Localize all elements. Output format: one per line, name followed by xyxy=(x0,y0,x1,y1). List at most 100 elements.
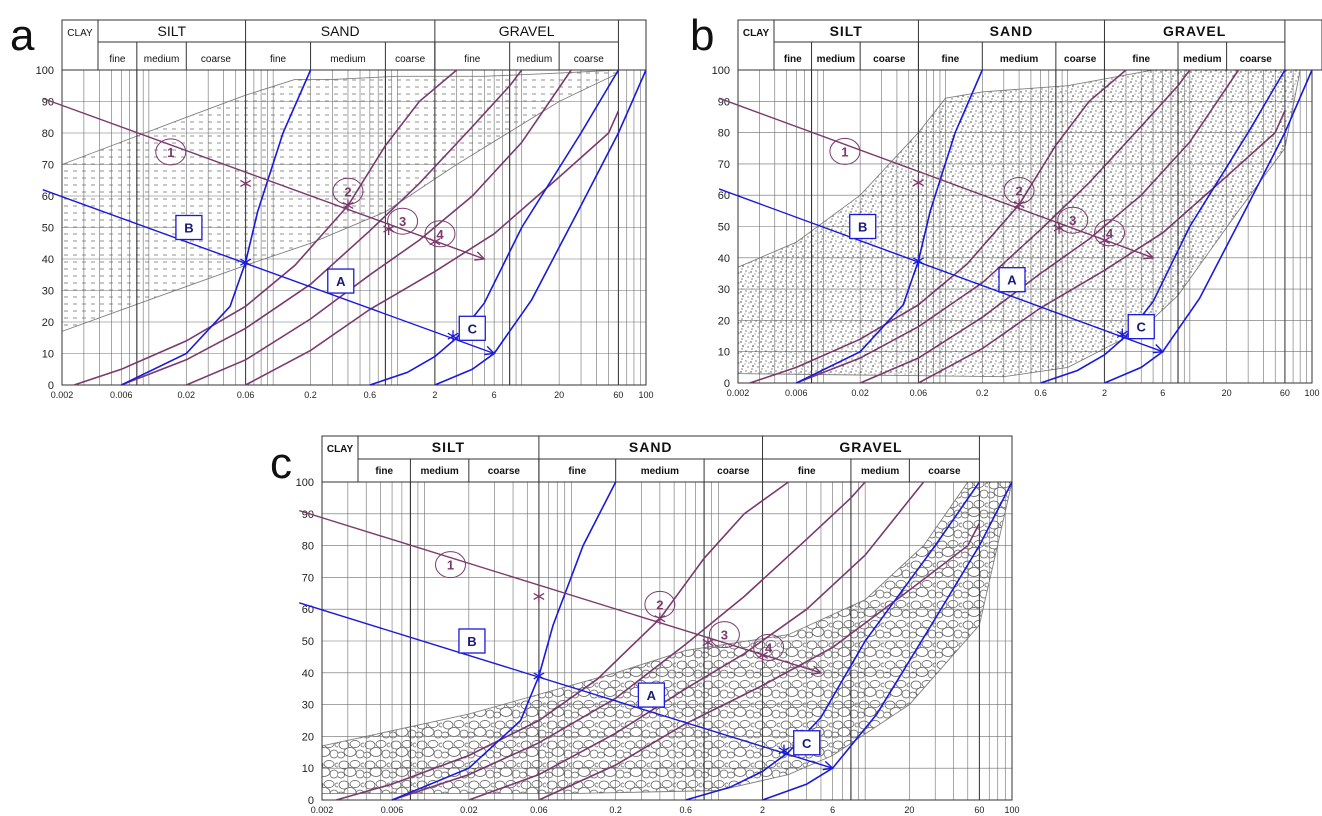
x-tick-label: 0.006 xyxy=(785,388,808,398)
subfraction-label: medium xyxy=(641,466,679,477)
x-tick-label: 6 xyxy=(492,390,497,400)
panel-c: c CLAY SILT SAND GRAVEL fine medium coarse fine m… xyxy=(270,435,1020,815)
box-label-frame xyxy=(998,267,1026,293)
circle-label-text: 2 xyxy=(344,184,351,199)
x-tick-label: 0.06 xyxy=(237,390,255,400)
subfraction-label: coarse xyxy=(574,54,604,65)
grading-curve xyxy=(1104,69,1313,384)
circle-label-ring xyxy=(155,138,187,166)
circle-label-text: 3 xyxy=(1069,213,1076,228)
x-tick-label: 0.6 xyxy=(364,390,377,400)
panel-a: a CLAY SILT SAND GRAVEL fine medium coarse fine m… xyxy=(10,11,654,400)
fraction-label: SILT xyxy=(432,439,465,455)
x-tick-label: 6 xyxy=(830,805,835,815)
box-label-frame xyxy=(1127,314,1155,340)
grading-curve xyxy=(749,69,1127,384)
curve-letter-A: A xyxy=(327,268,355,294)
x-tick-label: 0.2 xyxy=(304,390,317,400)
grading-curve xyxy=(796,69,1191,384)
y-tick-label: 20 xyxy=(42,317,54,329)
curve-number-3: 3 xyxy=(708,621,740,649)
x-tick-label: 0.06 xyxy=(530,805,548,815)
circle-label-text: 1 xyxy=(841,144,848,159)
x-tick-label: 60 xyxy=(1280,388,1290,398)
subfraction-label: medium xyxy=(861,466,899,477)
y-tick-label: 60 xyxy=(302,604,314,616)
circle-label-text: 1 xyxy=(167,145,174,160)
x-tick-label: 2 xyxy=(432,390,437,400)
box-label-frame xyxy=(458,628,486,654)
box-label-text: C xyxy=(1137,320,1147,335)
purple-curves xyxy=(335,481,981,801)
box-label-frame xyxy=(327,268,355,294)
y-tick-label: 60 xyxy=(718,190,730,202)
subfraction-label: medium xyxy=(1000,54,1038,65)
x-tick-label: 2 xyxy=(1102,388,1107,398)
x-tick-label: 0.2 xyxy=(609,805,622,815)
x-tick-label: 60 xyxy=(613,390,623,400)
fraction-label: GRAVEL xyxy=(499,23,555,39)
arrowhead-purple xyxy=(1143,250,1155,260)
circle-label-ring xyxy=(708,621,740,649)
panel-letter: a xyxy=(10,11,35,60)
box-label-text: A xyxy=(336,274,346,289)
subfraction-label: fine xyxy=(1132,54,1150,65)
box-label-frame xyxy=(793,730,821,756)
x-tick-label: 0.6 xyxy=(1034,388,1047,398)
header-frame xyxy=(61,19,647,71)
x-tick-label: 0.06 xyxy=(910,388,928,398)
x-tick-label: 20 xyxy=(1222,388,1232,398)
subfraction-label: coarse xyxy=(1240,54,1273,65)
box-label-text: A xyxy=(1007,273,1017,288)
y-tick-label: 20 xyxy=(302,731,314,743)
grading-curve xyxy=(538,522,981,801)
circle-label-ring xyxy=(1094,219,1126,247)
y-tick-label: 40 xyxy=(718,253,730,265)
fraction-label: SAND xyxy=(321,23,360,39)
curve-number-2: 2 xyxy=(644,590,676,618)
curve-number-1: 1 xyxy=(434,551,466,579)
box-label-text: B xyxy=(858,220,867,235)
y-tick-label: 30 xyxy=(302,700,314,712)
x-tick-label: 0.02 xyxy=(851,388,869,398)
x-tick-label: 0.006 xyxy=(381,805,404,815)
circle-label-ring xyxy=(1003,177,1035,205)
box-label-frame xyxy=(175,214,203,241)
x-tick-label: 100 xyxy=(1004,805,1019,815)
x-tick-label: 0.6 xyxy=(679,805,692,815)
y-tick-label: 10 xyxy=(718,347,730,359)
purple-curves xyxy=(749,69,1286,384)
intersection-marker xyxy=(912,176,924,189)
x-tick-label: 100 xyxy=(1304,388,1319,398)
x-tick-label: 0.002 xyxy=(51,390,74,400)
curve-number-2: 2 xyxy=(1003,177,1035,205)
y-tick-label: 0 xyxy=(48,380,54,392)
box-label-text: C xyxy=(468,321,478,336)
circle-label-ring xyxy=(332,177,364,205)
y-tick-label: 100 xyxy=(36,65,54,77)
box-label-frame xyxy=(849,213,877,240)
y-tick-label: 10 xyxy=(42,349,54,361)
y-tick-label: 10 xyxy=(302,763,314,775)
subfraction-label: coarse xyxy=(928,466,961,477)
grain-size-header: CLAY SILT SAND GRAVEL fine medium coarse fine me… xyxy=(321,435,1013,483)
clay-label: CLAY xyxy=(67,28,93,39)
fraction-label: GRAVEL xyxy=(1163,23,1226,39)
curve-number-1: 1 xyxy=(829,137,861,165)
box-label-text: B xyxy=(467,634,476,649)
curve-letter-C: C xyxy=(458,315,486,341)
fraction-label: SAND xyxy=(629,439,673,455)
x-tick-label: 100 xyxy=(638,390,653,400)
circle-label-ring xyxy=(753,633,785,661)
curve-number-4: 4 xyxy=(1094,219,1126,247)
y-tick-label: 80 xyxy=(718,128,730,140)
x-tick-label: 0.006 xyxy=(110,390,133,400)
y-tick-label: 0 xyxy=(308,795,314,807)
fraction-label: SILT xyxy=(158,23,187,39)
circle-label-text: 2 xyxy=(656,597,663,612)
x-tick-label: 6 xyxy=(1160,388,1165,398)
grading-curve xyxy=(918,110,1286,384)
arrowhead-purple xyxy=(474,251,486,261)
